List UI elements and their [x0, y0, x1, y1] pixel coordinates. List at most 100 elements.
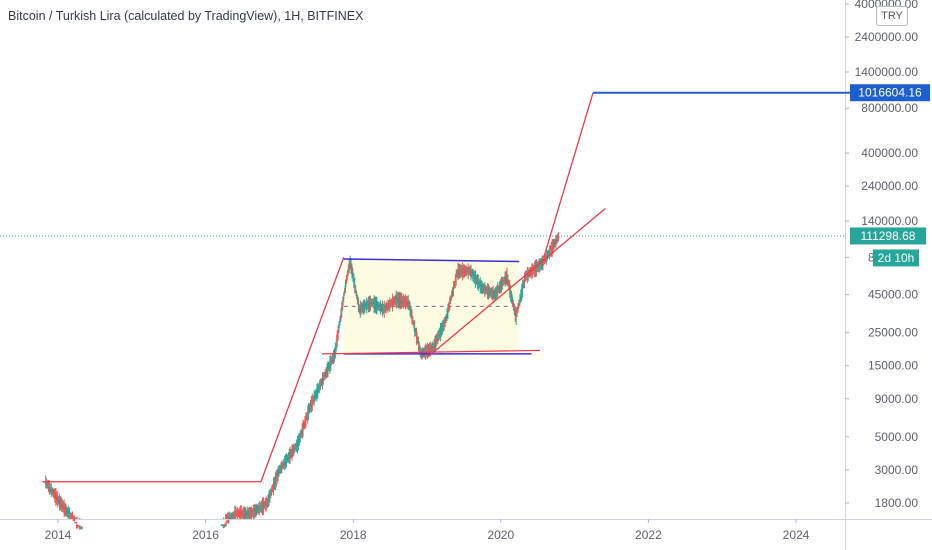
- candle-body: [53, 493, 56, 495]
- x-tick-label: 2020: [487, 528, 514, 542]
- candle-body: [445, 316, 448, 319]
- candle-body: [527, 273, 530, 277]
- candle-body: [476, 280, 479, 282]
- candle-body: [318, 386, 321, 388]
- candle-body: [512, 303, 515, 306]
- candle-body: [505, 277, 508, 279]
- candle-body: [350, 265, 353, 268]
- impulse-line: [260, 257, 345, 482]
- candle-body: [408, 303, 411, 305]
- candle-body: [418, 347, 421, 350]
- candle-body: [345, 279, 348, 282]
- candle-body: [514, 310, 517, 314]
- candle-body: [248, 514, 251, 516]
- candle-body: [48, 487, 51, 489]
- candle-body: [557, 236, 560, 238]
- candle-body: [517, 303, 520, 305]
- candle-body: [333, 354, 336, 358]
- candle-body: [551, 247, 554, 249]
- candle-body: [499, 283, 502, 286]
- candle-body: [470, 271, 473, 274]
- candle-body: [485, 288, 488, 291]
- candle-body: [263, 504, 266, 507]
- candle-body: [280, 463, 283, 467]
- candle-body: [431, 345, 434, 348]
- candle-body: [222, 524, 225, 529]
- candle-body: [461, 268, 464, 271]
- candle-body: [316, 390, 319, 393]
- candle-body: [409, 307, 412, 309]
- candle-body: [278, 470, 281, 473]
- candle-body: [515, 313, 518, 316]
- candle-body: [326, 368, 329, 371]
- candle-body: [339, 314, 342, 318]
- candle-body: [238, 512, 241, 514]
- candle-body: [410, 316, 413, 318]
- candle-body: [507, 283, 510, 285]
- candle-body: [379, 307, 382, 309]
- candle-body: [435, 339, 438, 341]
- candle-body: [44, 481, 47, 485]
- candle-body: [253, 508, 256, 512]
- candle-body: [239, 513, 242, 517]
- candle-body: [376, 305, 379, 307]
- candle-body: [300, 433, 303, 435]
- candle-body: [383, 308, 386, 311]
- candle-body: [335, 344, 338, 346]
- candle-body: [275, 476, 278, 479]
- candle-body: [466, 270, 469, 272]
- candle-body: [556, 237, 559, 239]
- candle-body: [319, 384, 322, 386]
- candle-body: [289, 454, 292, 459]
- currency-button[interactable]: TRY: [876, 6, 908, 26]
- candle-body: [314, 394, 317, 396]
- candle-body: [227, 520, 230, 524]
- candle-body: [272, 485, 275, 489]
- candle-body: [415, 332, 418, 336]
- x-tick-label: 2014: [45, 528, 72, 542]
- candle-body: [57, 500, 60, 502]
- candle-body: [244, 512, 247, 515]
- candle-body: [449, 299, 452, 301]
- candle-body: [340, 307, 343, 310]
- candle-body: [356, 298, 359, 300]
- candle-body: [363, 304, 366, 306]
- candle-body: [509, 290, 512, 293]
- candle-body: [457, 269, 460, 271]
- candle-body: [505, 275, 508, 277]
- candle-body: [306, 411, 309, 414]
- current-price-badge-bg: [850, 227, 926, 245]
- candle-body: [492, 291, 495, 294]
- candle-body: [307, 408, 310, 412]
- candle-body: [386, 304, 389, 307]
- candle-body: [337, 332, 340, 334]
- candle-body: [473, 277, 476, 280]
- candle-body: [299, 435, 302, 437]
- candle-body: [68, 514, 71, 516]
- candle-body: [442, 325, 445, 327]
- chart-title: Bitcoin / Turkish Lira (calculated by Tr…: [8, 9, 364, 23]
- countdown-badge: 2d 10h: [878, 251, 915, 265]
- candle-body: [246, 510, 249, 515]
- candle-body: [343, 291, 346, 293]
- candle-body: [496, 286, 499, 290]
- candle-body: [402, 300, 405, 302]
- candle-body: [486, 290, 489, 293]
- candle-body: [331, 357, 334, 359]
- candle-body: [407, 302, 410, 304]
- y-tick-label: 1400000.00: [855, 65, 919, 79]
- candle-body: [425, 350, 428, 352]
- candle-body: [271, 488, 274, 490]
- candle-body: [552, 245, 555, 247]
- candle-body: [224, 522, 227, 527]
- candle-body: [334, 350, 337, 353]
- candle-body: [358, 307, 361, 310]
- candle-body: [360, 307, 363, 309]
- candle-body: [392, 301, 395, 303]
- candle-body: [529, 271, 532, 274]
- candle-body: [351, 275, 354, 277]
- candle-body: [538, 265, 541, 267]
- candle-body: [468, 269, 471, 271]
